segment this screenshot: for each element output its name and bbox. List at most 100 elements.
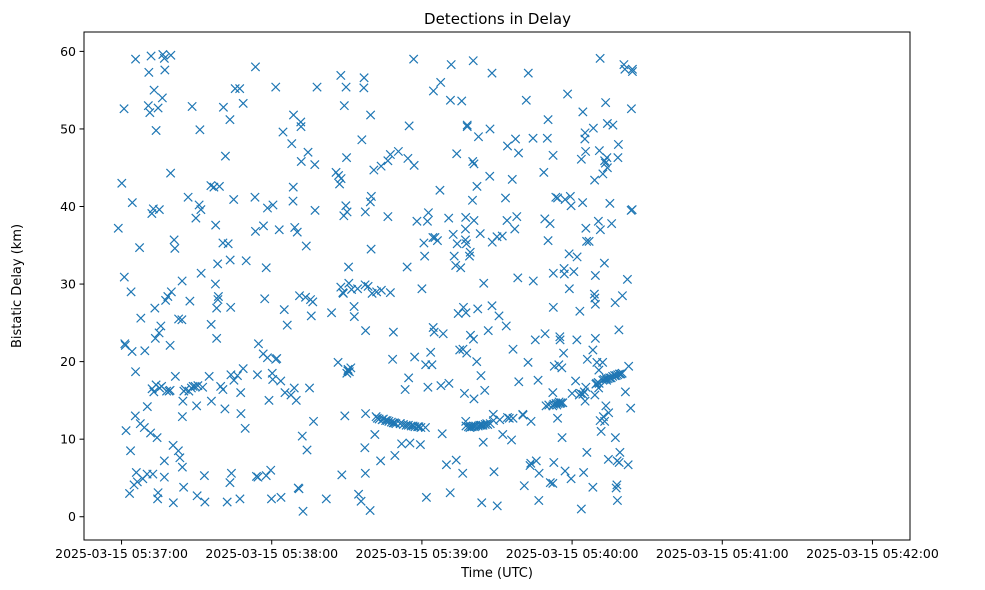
data-point	[260, 294, 270, 304]
y-axis: 0 10 20 30 40 50 60	[60, 44, 84, 524]
data-point	[429, 327, 439, 337]
data-point	[567, 388, 577, 399]
data-point	[218, 384, 228, 395]
y-tick-label: 50	[60, 121, 76, 136]
data-point	[610, 298, 620, 308]
data-point	[545, 218, 555, 229]
data-point	[383, 211, 393, 222]
data-point	[558, 398, 568, 408]
data-point	[250, 192, 260, 202]
data-point	[148, 469, 158, 479]
data-point	[514, 377, 524, 387]
data-point	[461, 308, 471, 318]
data-point	[559, 269, 569, 279]
data-point	[212, 303, 222, 313]
data-point	[602, 118, 613, 129]
data-point	[436, 381, 446, 391]
data-point	[136, 313, 146, 323]
data-point	[566, 474, 576, 484]
data-point	[236, 388, 246, 398]
data-point	[196, 268, 206, 278]
data-point	[564, 249, 574, 259]
data-point	[206, 180, 216, 191]
data-point	[230, 83, 240, 94]
data-point	[599, 258, 610, 268]
data-point	[601, 97, 611, 108]
data-point	[266, 465, 276, 475]
data-point	[409, 54, 419, 64]
data-point	[560, 466, 570, 476]
y-tick-label: 20	[60, 354, 76, 369]
data-point	[226, 302, 236, 312]
y-tick-label: 40	[60, 199, 76, 214]
data-point	[359, 73, 369, 83]
data-point	[156, 321, 166, 331]
data-point	[533, 375, 543, 385]
data-point	[627, 66, 638, 77]
data-point	[590, 293, 600, 303]
data-point	[513, 273, 523, 283]
data-point	[557, 433, 567, 443]
x-tick-label: 2025-03-15 05:39:00	[356, 546, 489, 561]
data-point	[539, 167, 549, 178]
data-point	[271, 82, 281, 92]
data-point	[419, 238, 429, 248]
data-point	[250, 62, 261, 72]
data-point	[501, 321, 511, 331]
data-point	[274, 225, 284, 235]
data-point	[467, 195, 478, 205]
data-point	[344, 278, 354, 288]
data-point	[611, 483, 621, 493]
data-point	[211, 220, 221, 230]
data-point	[602, 163, 613, 173]
data-point	[576, 154, 586, 164]
data-point	[589, 175, 600, 185]
data-point	[376, 161, 386, 171]
x-axis: 2025-03-15 05:37:00 2025-03-15 05:38:00 20…	[55, 540, 939, 561]
data-point	[210, 279, 221, 289]
data-point	[267, 368, 277, 378]
data-point	[472, 181, 482, 191]
data-point	[375, 456, 386, 466]
data-point	[436, 77, 446, 88]
data-point	[356, 496, 366, 506]
data-point	[154, 204, 164, 215]
data-point	[513, 148, 524, 158]
data-point	[452, 149, 462, 159]
data-point	[446, 59, 456, 70]
data-point	[605, 373, 615, 383]
data-point	[445, 95, 456, 105]
data-point	[555, 335, 565, 345]
data-point	[150, 333, 160, 343]
data-point	[119, 104, 129, 114]
data-point	[526, 458, 536, 468]
data-point	[159, 456, 169, 466]
data-point	[250, 226, 261, 236]
data-point	[127, 198, 137, 208]
data-point	[383, 156, 393, 166]
data-point	[416, 422, 426, 433]
data-point	[483, 325, 493, 336]
data-point	[476, 370, 486, 381]
data-point	[506, 435, 517, 445]
data-point	[458, 468, 468, 478]
data-point	[617, 291, 628, 301]
data-point	[521, 95, 531, 105]
y-axis-label: Bistatic Delay (km)	[10, 224, 25, 348]
data-point	[298, 506, 308, 516]
data-point	[415, 439, 426, 450]
data-point	[253, 339, 264, 349]
data-point	[146, 51, 156, 61]
data-point	[479, 278, 489, 288]
data-point	[489, 467, 499, 477]
data-point	[473, 132, 484, 142]
data-point	[555, 332, 565, 342]
data-point	[190, 381, 200, 392]
data-point	[301, 241, 311, 251]
data-point	[195, 125, 205, 135]
data-point	[590, 270, 600, 281]
data-point	[428, 86, 439, 96]
data-point	[229, 194, 239, 205]
data-point	[572, 252, 582, 262]
data-point	[288, 196, 298, 206]
